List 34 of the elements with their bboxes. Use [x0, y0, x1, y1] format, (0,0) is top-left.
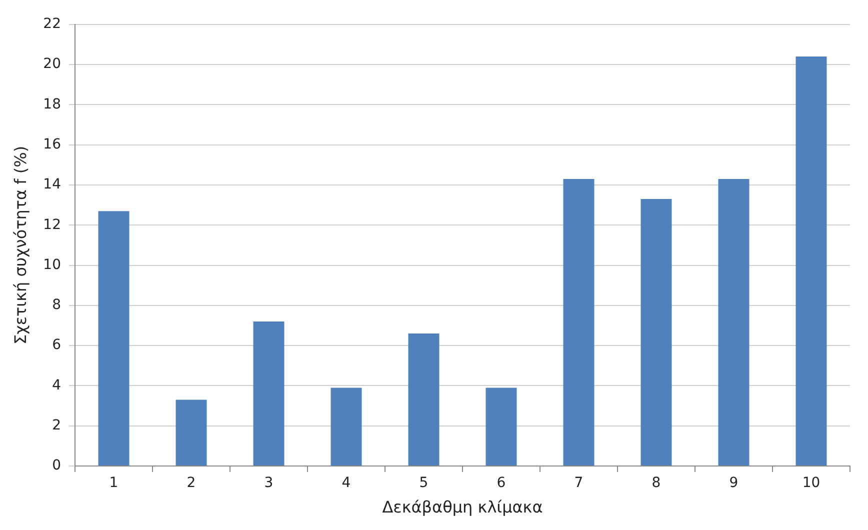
- x-tick-label: 8: [652, 475, 661, 492]
- y-tick-label: 10: [43, 256, 62, 273]
- x-tick-label: 1: [109, 475, 118, 492]
- y-tick-label: 6: [52, 337, 62, 354]
- y-tick-label: 2: [52, 417, 62, 434]
- x-tick-label: 10: [802, 475, 820, 492]
- y-tick-label: 12: [43, 216, 62, 233]
- y-tick-label: 20: [43, 56, 62, 72]
- y-tick-label: 4: [52, 377, 62, 394]
- bar: [796, 56, 827, 466]
- bar: [330, 388, 362, 466]
- bar: [486, 388, 517, 466]
- x-tick-label: 7: [574, 475, 584, 492]
- y-tick-label: 16: [43, 136, 62, 152]
- y-axis-title: Σχετική συχνότητα f (%): [10, 146, 30, 344]
- x-tick-label: 9: [729, 475, 738, 492]
- y-tick-label: 22: [43, 16, 62, 32]
- bar: [98, 211, 130, 466]
- bar: [563, 178, 594, 466]
- y-tick-label: 0: [52, 458, 62, 474]
- y-tick-label: 8: [52, 297, 62, 314]
- bar: [253, 321, 284, 466]
- y-tick-label: 18: [43, 96, 62, 112]
- bar: [640, 199, 672, 466]
- x-tick-label: 2: [186, 475, 196, 492]
- x-axis-title: Δεκάβαθμη κλίμακα: [382, 498, 543, 517]
- bar: [176, 400, 207, 466]
- bar: [718, 178, 750, 466]
- x-tick-label: 3: [264, 475, 274, 492]
- y-tick-label: 14: [43, 176, 62, 193]
- x-tick-label: 6: [496, 475, 506, 492]
- x-tick-label: 4: [342, 475, 351, 492]
- bar: [408, 334, 440, 466]
- x-tick-label: 5: [419, 475, 428, 492]
